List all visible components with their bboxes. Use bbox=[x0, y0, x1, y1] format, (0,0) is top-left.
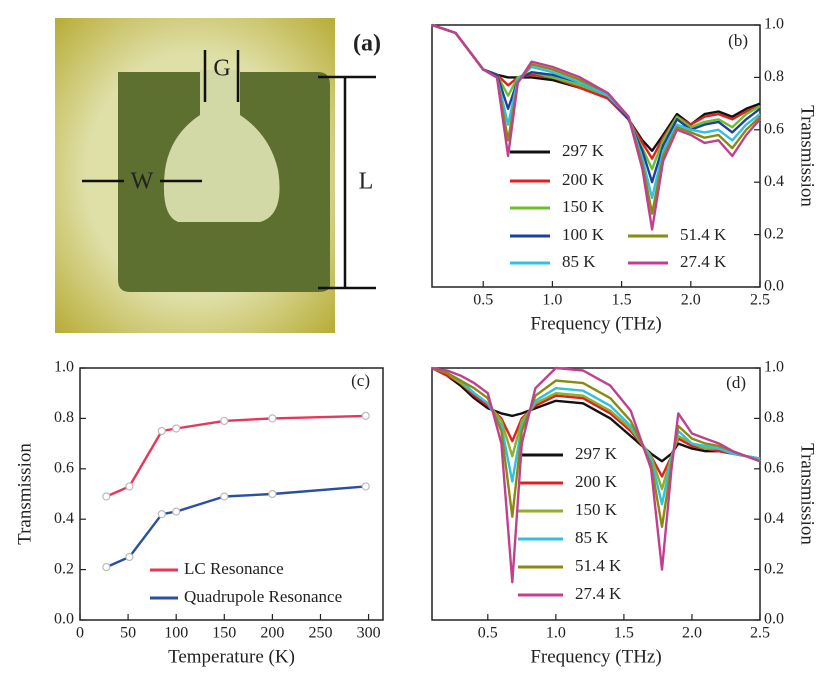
legend-label: 51.4 K bbox=[575, 556, 622, 575]
point bbox=[269, 491, 276, 498]
point bbox=[221, 493, 228, 500]
y-axis-label: Transmission bbox=[797, 105, 818, 207]
x-tick-label: 1.5 bbox=[612, 292, 632, 309]
y-tick-label: 0.6 bbox=[764, 459, 784, 476]
x-tick-label: 0.5 bbox=[478, 625, 498, 642]
legend-label: 100 K bbox=[562, 225, 605, 244]
legend-label: 51.4 K bbox=[680, 225, 727, 244]
y-tick-label: 0.2 bbox=[54, 560, 74, 577]
x-tick-label: 1.0 bbox=[542, 292, 562, 309]
point bbox=[173, 508, 180, 515]
legend-label: 27.4 K bbox=[575, 584, 622, 603]
point bbox=[103, 564, 110, 571]
point bbox=[158, 511, 165, 518]
x-tick-label: 250 bbox=[308, 625, 332, 642]
x-tick-label: 0.5 bbox=[473, 292, 493, 309]
x-axis-label: Frequency (THz) bbox=[530, 646, 661, 667]
x-tick-label: 100 bbox=[164, 625, 188, 642]
x-tick-label: 0 bbox=[76, 625, 84, 642]
legend-label: LC Resonance bbox=[184, 559, 284, 578]
point bbox=[362, 483, 369, 490]
point bbox=[126, 483, 133, 490]
x-tick-label: 2.5 bbox=[750, 292, 770, 309]
length-label: L bbox=[359, 169, 374, 195]
panel-label: (b) bbox=[728, 31, 748, 50]
page: {"image_panel": {"label": "(a)", "labels… bbox=[0, 0, 821, 684]
point bbox=[158, 428, 165, 435]
y-tick-label: 1.0 bbox=[54, 359, 74, 376]
width-label: W bbox=[131, 169, 154, 195]
legend-label: 150 K bbox=[575, 500, 618, 519]
legend-label: 200 K bbox=[575, 472, 618, 491]
x-tick-label: 2.0 bbox=[681, 292, 701, 309]
point bbox=[173, 425, 180, 432]
y-tick-label: 0.2 bbox=[764, 560, 784, 577]
figure: G W L (a) 0.0 0.2 0.4 0.6 0.8 1.0 0.5 1.0 1.5 2.0… bbox=[0, 0, 821, 684]
y-tick-label: 1.0 bbox=[764, 359, 784, 376]
y-tick-label: 0.8 bbox=[54, 409, 74, 426]
x-tick-label: 1.5 bbox=[614, 625, 634, 642]
panel-label: (a) bbox=[353, 31, 381, 57]
x-tick-label: 2.0 bbox=[682, 625, 702, 642]
y-tick-label: 0.6 bbox=[54, 459, 74, 476]
y-tick-label: 0.2 bbox=[764, 225, 784, 242]
legend-label: 297 K bbox=[562, 141, 605, 160]
x-axis-label: Frequency (THz) bbox=[530, 313, 661, 334]
y-tick-label: 0.4 bbox=[764, 510, 784, 527]
x-tick-label: 2.5 bbox=[750, 625, 770, 642]
y-axis-label: Transmission bbox=[797, 443, 818, 545]
x-tick-label: 150 bbox=[212, 625, 236, 642]
legend-label: 297 K bbox=[575, 444, 618, 463]
y-tick-label: 0.8 bbox=[764, 68, 784, 85]
legend-label: Quadrupole Resonance bbox=[184, 587, 342, 606]
point bbox=[221, 417, 228, 424]
x-tick-label: 300 bbox=[357, 625, 381, 642]
legend-label: 85 K bbox=[562, 252, 596, 271]
image-panel: G W L (a) bbox=[55, 18, 381, 333]
legend-label: 150 K bbox=[562, 197, 605, 216]
y-tick-label: 1.0 bbox=[764, 16, 784, 33]
series-line bbox=[106, 416, 365, 497]
y-tick-label: 0.8 bbox=[764, 409, 784, 426]
point bbox=[362, 412, 369, 419]
x-tick-label: 200 bbox=[260, 625, 284, 642]
point bbox=[103, 493, 110, 500]
legend-label: 200 K bbox=[562, 170, 605, 189]
plot-frame bbox=[80, 368, 383, 620]
legend-label: 85 K bbox=[575, 528, 609, 547]
x-axis-label: Temperature (K) bbox=[168, 646, 295, 667]
legend-label: 27.4 K bbox=[680, 252, 727, 271]
x-tick-label: 50 bbox=[120, 625, 136, 642]
series-line bbox=[432, 368, 760, 489]
x-tick-label: 1.0 bbox=[546, 625, 566, 642]
y-tick-label: 0.4 bbox=[764, 173, 784, 190]
point bbox=[269, 415, 276, 422]
y-tick-label: 0.0 bbox=[54, 611, 74, 628]
series-line bbox=[106, 486, 365, 567]
y-tick-label: 0.6 bbox=[764, 120, 784, 137]
y-tick-label: 0.4 bbox=[54, 510, 74, 527]
point bbox=[126, 554, 133, 561]
panel-label: (d) bbox=[726, 373, 746, 392]
panel-label: (c) bbox=[351, 371, 370, 390]
gap-label: G bbox=[213, 56, 230, 82]
y-axis-label: Transmission bbox=[14, 443, 35, 545]
